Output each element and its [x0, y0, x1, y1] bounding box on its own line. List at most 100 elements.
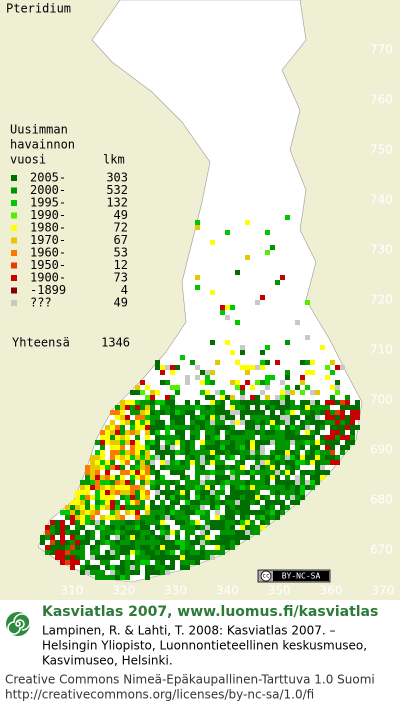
occurrence-square — [350, 430, 355, 435]
occurrence-square — [130, 400, 135, 405]
occurrence-square — [230, 505, 235, 510]
occurrence-square — [255, 425, 260, 430]
occurrence-square — [135, 415, 140, 420]
occurrence-square — [160, 550, 165, 555]
occurrence-square — [245, 435, 250, 440]
occurrence-square — [240, 415, 245, 420]
occurrence-square — [235, 530, 240, 535]
occurrence-square — [110, 475, 115, 480]
occurrence-square — [100, 465, 105, 470]
occurrence-square — [195, 435, 200, 440]
occurrence-square — [110, 410, 115, 415]
occurrence-square — [50, 525, 55, 530]
occurrence-square — [70, 565, 75, 570]
occurrence-square — [255, 470, 260, 475]
occurrence-square — [165, 485, 170, 490]
occurrence-square — [205, 490, 210, 495]
occurrence-square — [210, 450, 215, 455]
occurrence-square — [165, 495, 170, 500]
occurrence-square — [170, 510, 175, 515]
occurrence-square — [225, 495, 230, 500]
occurrence-square — [185, 545, 190, 550]
occurrence-square — [225, 230, 230, 235]
occurrence-square — [295, 495, 300, 500]
occurrence-square — [145, 540, 150, 545]
occurrence-square — [155, 525, 160, 530]
occurrence-square — [235, 480, 240, 485]
occurrence-square — [335, 410, 340, 415]
license-badge: cc BY-NC-SA — [257, 569, 331, 583]
occurrence-square — [355, 415, 360, 420]
occurrence-square — [100, 490, 105, 495]
occurrence-square — [340, 430, 345, 435]
occurrence-square — [320, 455, 325, 460]
occurrence-square — [245, 220, 250, 225]
occurrence-square — [260, 440, 265, 445]
occurrence-square — [100, 555, 105, 560]
occurrence-square — [200, 470, 205, 475]
occurrence-square — [285, 415, 290, 420]
occurrence-square — [70, 515, 75, 520]
occurrence-square — [240, 440, 245, 445]
occurrence-square — [325, 460, 330, 465]
occurrence-square — [195, 470, 200, 475]
occurrence-square — [330, 445, 335, 450]
occurrence-square — [160, 425, 165, 430]
occurrence-square — [170, 540, 175, 545]
occurrence-square — [135, 475, 140, 480]
occurrence-square — [305, 470, 310, 475]
occurrence-square — [240, 405, 245, 410]
occurrence-square — [310, 370, 315, 375]
occurrence-square — [195, 420, 200, 425]
occurrence-square — [165, 480, 170, 485]
occurrence-square — [250, 450, 255, 455]
occurrence-square — [155, 490, 160, 495]
occurrence-square — [205, 440, 210, 445]
occurrence-square — [150, 425, 155, 430]
occurrence-square — [245, 405, 250, 410]
occurrence-square — [260, 510, 265, 515]
occurrence-square — [280, 445, 285, 450]
occurrence-square — [240, 390, 245, 395]
occurrence-square — [150, 515, 155, 520]
occurrence-square — [115, 540, 120, 545]
occurrence-square — [145, 415, 150, 420]
occurrence-square — [300, 425, 305, 430]
occurrence-square — [280, 505, 285, 510]
occurrence-square — [180, 520, 185, 525]
occurrence-square — [265, 415, 270, 420]
occurrence-square — [165, 570, 170, 575]
occurrence-square — [110, 565, 115, 570]
occurrence-square — [240, 395, 245, 400]
occurrence-square — [185, 450, 190, 455]
occurrence-square — [270, 455, 275, 460]
occurrence-square — [205, 520, 210, 525]
occurrence-square — [240, 345, 245, 350]
occurrence-square — [90, 535, 95, 540]
occurrence-square — [210, 460, 215, 465]
occurrence-square — [180, 510, 185, 515]
occurrence-square — [255, 300, 260, 305]
legend-swatch — [11, 175, 17, 181]
occurrence-square — [270, 440, 275, 445]
occurrence-square — [150, 395, 155, 400]
occurrence-square — [110, 450, 115, 455]
occurrence-square — [325, 365, 330, 370]
occurrence-square — [55, 545, 60, 550]
occurrence-square — [75, 495, 80, 500]
occurrence-square — [125, 560, 130, 565]
occurrence-square — [115, 570, 120, 575]
occurrence-square — [160, 505, 165, 510]
occurrence-square — [230, 475, 235, 480]
occurrence-square — [345, 415, 350, 420]
occurrence-square — [250, 425, 255, 430]
occurrence-square — [110, 490, 115, 495]
occurrence-square — [250, 400, 255, 405]
occurrence-square — [270, 400, 275, 405]
occurrence-square — [330, 415, 335, 420]
occurrence-square — [145, 495, 150, 500]
occurrence-square — [350, 405, 355, 410]
citation-line: Helsingin Yliopisto, Luonnontieteellinen… — [42, 639, 367, 653]
occurrence-square — [205, 390, 210, 395]
occurrence-square — [155, 450, 160, 455]
